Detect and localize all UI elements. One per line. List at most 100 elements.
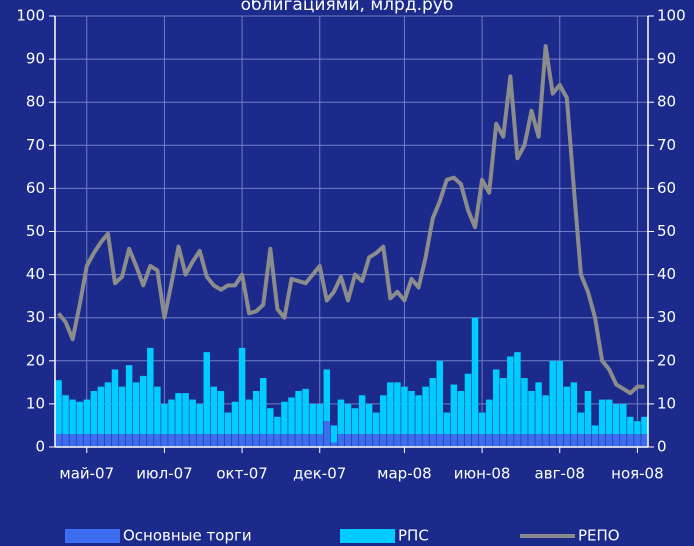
- bar-segment: [436, 434, 443, 447]
- bar-segment: [316, 403, 323, 435]
- bar-segment: [154, 386, 161, 435]
- bar-segment: [563, 386, 571, 435]
- bar-segment: [372, 412, 380, 435]
- bar-segment: [464, 373, 472, 435]
- bar-segment: [549, 360, 556, 435]
- bar-segment: [267, 434, 274, 447]
- bar-segment: [175, 393, 182, 435]
- bar-segment: [210, 386, 218, 435]
- bar-segment: [507, 434, 514, 447]
- bar-segment: [422, 386, 429, 435]
- bar-segment: [478, 412, 486, 435]
- bar-segment: [260, 378, 267, 435]
- y-tick-label: 50: [26, 222, 45, 240]
- y-tick-label: 80: [26, 93, 45, 111]
- y2-tick-label: 50: [657, 222, 676, 240]
- bar-segment: [344, 403, 352, 435]
- bar-segment: [443, 434, 451, 447]
- bar-segment: [471, 434, 479, 447]
- bar-segment: [464, 434, 472, 447]
- legend-label: РПС: [398, 527, 429, 545]
- bar-segment: [309, 403, 316, 435]
- bar-segment: [492, 434, 500, 447]
- bar-segment: [387, 434, 394, 447]
- bar-segment: [260, 434, 267, 447]
- y-tick-label: 90: [26, 50, 45, 68]
- bar-segment: [217, 434, 225, 447]
- bar-segment: [591, 434, 599, 447]
- legend-label: РЕПО: [578, 527, 620, 545]
- bar-segment: [189, 399, 196, 435]
- bar-segment: [267, 408, 274, 435]
- bar-segment: [210, 434, 218, 447]
- bar-segment: [323, 369, 331, 422]
- bar-segment: [620, 403, 627, 435]
- y2-tick-label: 20: [657, 351, 676, 369]
- bar-segment: [443, 412, 451, 435]
- bar-segment: [168, 399, 175, 435]
- x-tick-label: авг-08: [535, 465, 585, 483]
- bar-segment: [309, 434, 316, 447]
- bar-segment: [620, 434, 627, 447]
- y-tick-label: 70: [26, 136, 45, 154]
- bar-segment: [97, 434, 105, 447]
- bar-segment: [302, 388, 309, 435]
- bar-segment: [168, 434, 175, 447]
- bar-segment: [605, 434, 613, 447]
- bar-segment: [492, 369, 500, 435]
- bar-segment: [436, 360, 443, 435]
- y-tick-label: 0: [35, 438, 45, 456]
- bar-segment: [175, 434, 182, 447]
- bar-segment: [76, 401, 83, 435]
- bar-segment: [97, 386, 105, 435]
- bar-segment: [288, 434, 295, 447]
- bar-segment: [401, 386, 408, 435]
- bar-segment: [556, 434, 564, 447]
- bar-segment: [485, 434, 493, 447]
- bar-segment: [224, 434, 232, 447]
- bar-segment: [380, 434, 387, 447]
- bar-segment: [245, 434, 253, 447]
- x-tick-label: май-07: [59, 465, 114, 483]
- bar-segment: [387, 382, 394, 435]
- bar-segment: [203, 352, 211, 435]
- bar-segment: [189, 434, 196, 447]
- bar-segment: [408, 390, 415, 435]
- y-tick-label: 10: [26, 394, 45, 412]
- bar-segment: [528, 434, 535, 447]
- bar-segment: [238, 434, 246, 447]
- bar-segment: [507, 356, 514, 435]
- x-tick-label: июн-08: [454, 465, 511, 483]
- bar-segment: [118, 434, 126, 447]
- bar-segment: [217, 390, 225, 435]
- bar-segment: [281, 434, 288, 447]
- bar-segment: [132, 382, 140, 435]
- bar-segment: [535, 382, 542, 435]
- bar-segment: [238, 347, 246, 435]
- x-tick-label: ноя-08: [611, 465, 664, 483]
- bar-segment: [90, 434, 98, 447]
- bar-segment: [83, 399, 91, 435]
- bar-segment: [521, 434, 528, 447]
- x-tick-label: дек-07: [293, 465, 346, 483]
- bar-segment: [90, 390, 98, 435]
- bar-segment: [83, 434, 91, 447]
- y2-tick-label: 80: [657, 93, 676, 111]
- bar-segment: [394, 434, 401, 447]
- bar-segment: [422, 434, 429, 447]
- bar-segment: [457, 434, 465, 447]
- bar-segment: [514, 434, 521, 447]
- bar-segment: [358, 395, 366, 435]
- bar-segment: [111, 434, 119, 447]
- y2-tick-label: 60: [657, 179, 676, 197]
- bar-segment: [591, 425, 599, 435]
- y2-tick-label: 30: [657, 308, 676, 326]
- bar-segment: [627, 416, 634, 435]
- bar-segment: [471, 317, 479, 435]
- bar-segment: [344, 434, 352, 447]
- bar-segment: [203, 434, 211, 447]
- bar-segment: [450, 434, 458, 447]
- bar-segment: [528, 390, 535, 435]
